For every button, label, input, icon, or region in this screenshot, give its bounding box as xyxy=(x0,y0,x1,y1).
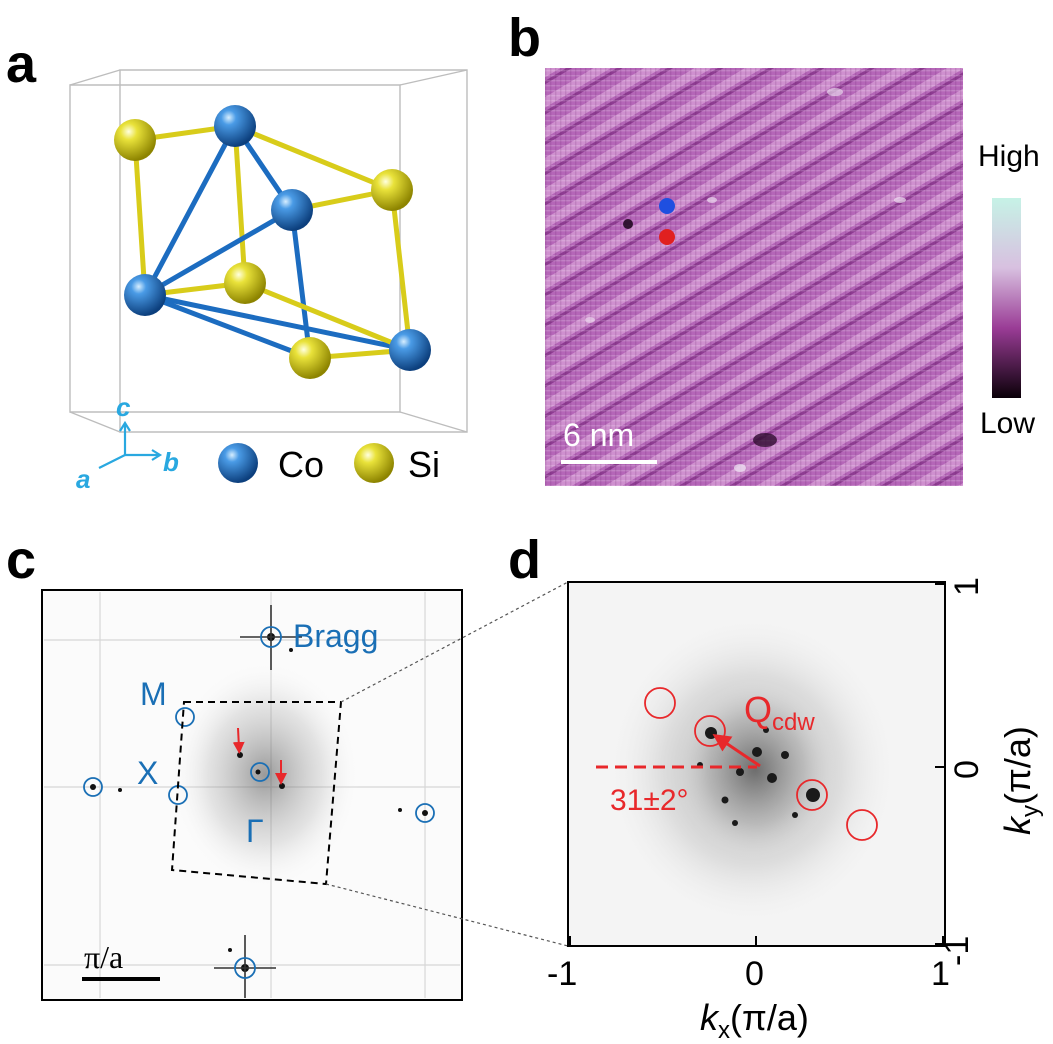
label-bragg: Bragg xyxy=(293,618,378,654)
cdw-peak-markers xyxy=(644,687,878,841)
axis-ticks xyxy=(569,583,945,946)
panel-label-d: d xyxy=(508,530,541,590)
scale-bar-label: 6 nm xyxy=(563,417,634,453)
qcdw-arrow xyxy=(712,733,761,768)
red-marker xyxy=(659,229,675,245)
y-tick-max: 1 xyxy=(948,577,986,596)
axis-label-b: b xyxy=(163,447,179,477)
x-tick-min: -1 xyxy=(547,955,577,993)
x-axis-label: kx(π/a) xyxy=(700,997,809,1044)
legend-si-label: Si xyxy=(408,444,440,485)
y-axis-label: ky(π/a) xyxy=(997,726,1044,835)
x-tick-zero: 0 xyxy=(745,955,764,993)
legend-co-marker xyxy=(218,443,258,483)
panel-label-a: a xyxy=(6,34,37,94)
colorbar-high-label: High xyxy=(978,140,1040,173)
axis-label-a: a xyxy=(76,464,90,494)
y-tick-zero: 0 xyxy=(948,760,986,779)
panel-label-c: c xyxy=(6,530,36,590)
fft-scale-label: π/a xyxy=(84,939,123,975)
unit-cell xyxy=(69,69,468,433)
label-m: M xyxy=(140,676,167,712)
legend-co-label: Co xyxy=(278,444,324,485)
atoms xyxy=(114,105,431,379)
label-gamma: Γ xyxy=(246,813,264,849)
angle-label: 31±2° xyxy=(610,784,689,817)
axis-triad xyxy=(98,420,163,469)
panel-label-b: b xyxy=(508,8,541,68)
zoom-connector-top xyxy=(340,581,569,703)
blue-marker xyxy=(659,198,675,214)
fft-image: Bragg M X Γ π/a xyxy=(41,589,463,1001)
x-tick-max: 1 xyxy=(931,955,950,993)
stm-topograph: 6 nm xyxy=(545,68,963,486)
fft-zoom: Qcdw 31±2° -1 0 1 -1 0 1 kx(π/a) ky(π/a) xyxy=(547,577,1044,1044)
bonds xyxy=(132,123,413,361)
cdw-arrow-1 xyxy=(232,727,245,754)
colorbar xyxy=(992,198,1021,398)
colorbar-low-label: Low xyxy=(980,407,1035,440)
crystal-structure: c b a Co Si xyxy=(69,69,468,494)
y-tick-min: -1 xyxy=(938,936,976,966)
axis-label-c: c xyxy=(116,392,131,422)
legend-si-marker xyxy=(354,443,394,483)
label-q: Qcdw xyxy=(744,689,815,736)
label-x: X xyxy=(137,755,158,791)
